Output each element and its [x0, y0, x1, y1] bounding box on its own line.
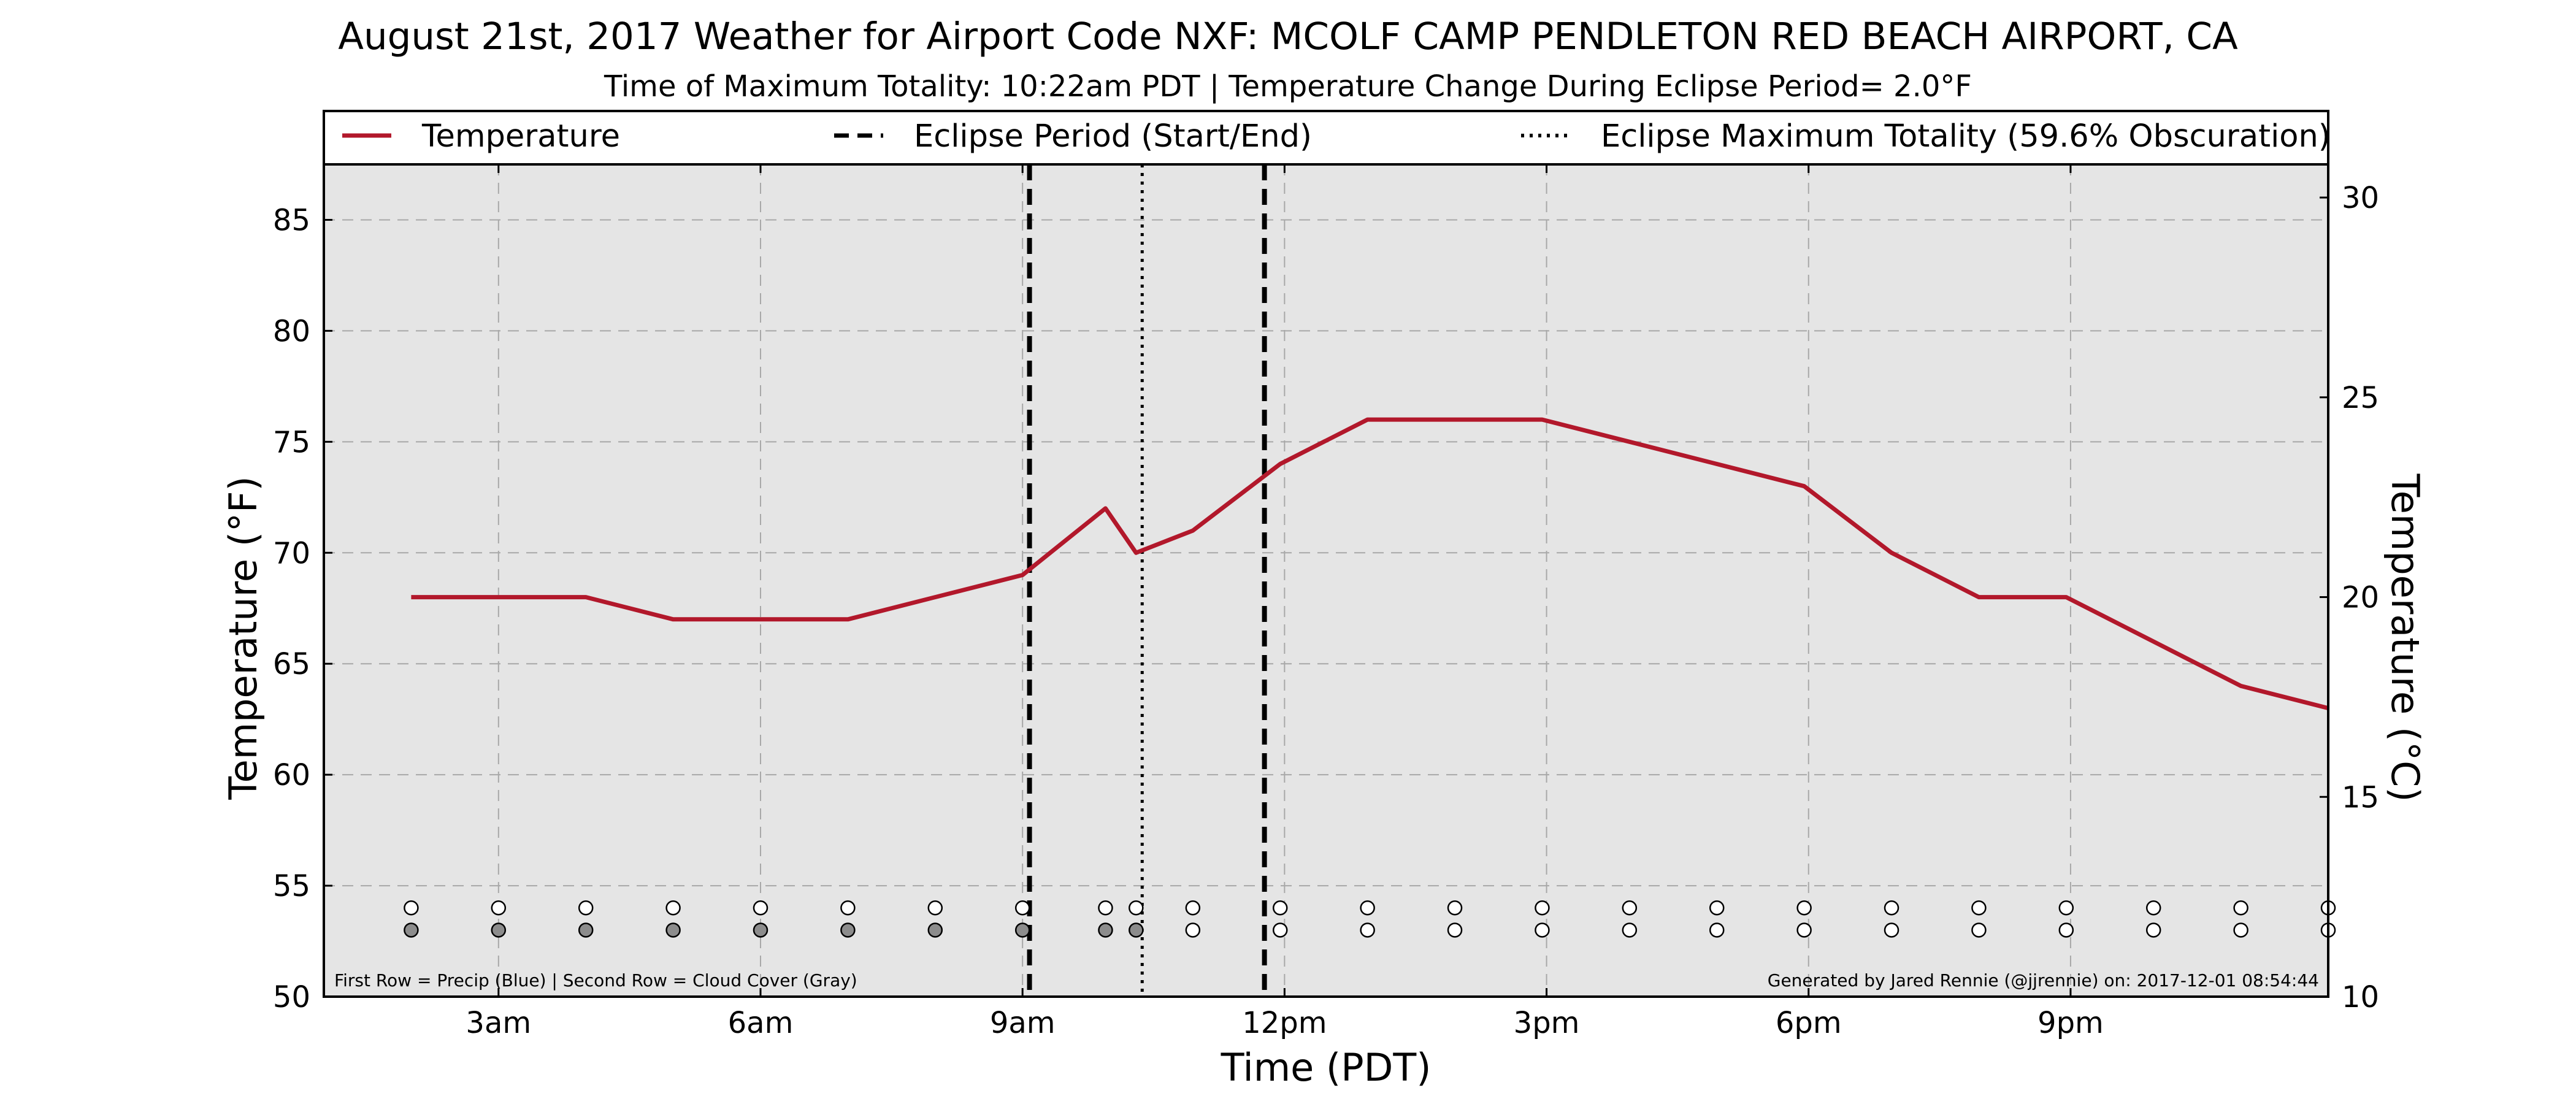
- y-axis-label-right: Temperature (°C): [2383, 473, 2428, 802]
- precip-marker: [1014, 900, 1030, 916]
- cloud-cover-marker: [840, 922, 856, 938]
- legend-box: [323, 110, 2329, 166]
- precip-marker: [927, 900, 943, 916]
- note-left: First Row = Precip (Blue) | Second Row =…: [334, 970, 857, 991]
- precip-marker: [1360, 900, 1375, 916]
- y-tick-label-left: 85: [273, 203, 310, 237]
- cloud-cover-marker: [1272, 922, 1288, 938]
- cloud-cover-marker: [665, 922, 681, 938]
- y-tick-label-left: 60: [273, 758, 310, 792]
- precip-marker: [1098, 900, 1113, 916]
- precip-marker: [1796, 900, 1812, 916]
- x-tick-label: 6am: [728, 1006, 794, 1040]
- temperature-series: [411, 417, 2329, 710]
- y-tick-label-right: 10: [2342, 980, 2379, 1014]
- temperature-line: [411, 417, 2329, 710]
- eclipse-lines: [1027, 164, 1267, 997]
- cloud-cover-marker: [491, 922, 507, 938]
- cloud-cover-marker: [404, 922, 419, 938]
- precip-marker: [753, 900, 769, 916]
- cloud-cover-marker: [578, 922, 594, 938]
- x-tick-label: 3am: [466, 1006, 531, 1040]
- cloud-cover-marker: [927, 922, 943, 938]
- axis-ticks: 3am 6am 9am 12pm 3pm 6pm 9pm 50 55 60 65 70 75 80 85 10…: [273, 164, 2379, 1040]
- precip-marker: [840, 900, 856, 916]
- x-axis-label: Time (PDT): [1221, 1045, 1432, 1090]
- y-tick-label-left: 75: [273, 425, 310, 459]
- y-tick-label-right: 30: [2342, 181, 2379, 215]
- cloud-cover-marker: [1535, 922, 1550, 938]
- precip-marker: [1129, 900, 1144, 916]
- precip-marker: [1971, 900, 1987, 916]
- observation-markers: [404, 900, 2336, 938]
- chart-subtitle: Time of Maximum Totality: 10:22am PDT | …: [604, 69, 1972, 104]
- plot-area: [324, 164, 2328, 997]
- x-tick-label: 9pm: [2037, 1006, 2104, 1040]
- y-tick-label-left: 70: [273, 536, 310, 570]
- y-tick-label-left: 50: [273, 980, 310, 1014]
- cloud-cover-marker: [1709, 922, 1725, 938]
- precip-marker: [2233, 900, 2248, 916]
- legend-label-eclipse-max: Eclipse Maximum Totality (59.6% Obscurat…: [1601, 118, 2331, 155]
- y-tick-label-left: 80: [273, 314, 310, 348]
- cloud-cover-marker: [1884, 922, 1899, 938]
- y-axis-label-left: Temperature (°F): [221, 476, 266, 800]
- cloud-cover-marker: [1129, 922, 1144, 938]
- y-tick-label-left: 55: [273, 869, 310, 903]
- cloud-cover-marker: [2058, 922, 2074, 938]
- y-tick-label-right: 15: [2342, 780, 2379, 815]
- x-tick-label: 3pm: [1514, 1006, 1580, 1040]
- x-tick-label: 6pm: [1776, 1006, 1842, 1040]
- precip-marker: [1447, 900, 1463, 916]
- precip-marker: [491, 900, 507, 916]
- cloud-cover-marker: [2145, 922, 2161, 938]
- note-right: Generated by Jared Rennie (@jjrennie) on…: [1768, 970, 2319, 991]
- precip-marker: [1185, 900, 1201, 916]
- legend-label-eclipse-period: Eclipse Period (Start/End): [914, 118, 1312, 155]
- precip-marker: [2145, 900, 2161, 916]
- legend-label-temperature: Temperature: [421, 118, 620, 155]
- precip-marker: [1622, 900, 1638, 916]
- cloud-cover-marker: [1447, 922, 1463, 938]
- cloud-cover-marker: [753, 922, 769, 938]
- y-tick-label-left: 65: [273, 647, 310, 681]
- x-tick-label: 12pm: [1242, 1006, 1327, 1040]
- cloud-cover-marker: [1185, 922, 1201, 938]
- precip-marker: [1272, 900, 1288, 916]
- cloud-cover-marker: [1796, 922, 1812, 938]
- cloud-cover-marker: [1360, 922, 1375, 938]
- cloud-cover-marker: [1971, 922, 1987, 938]
- precip-marker: [578, 900, 594, 916]
- precip-marker: [665, 900, 681, 916]
- y-tick-label-right: 20: [2342, 581, 2379, 615]
- chart-title: August 21st, 2017 Weather for Airport Co…: [338, 15, 2238, 58]
- cloud-cover-marker: [1014, 922, 1030, 938]
- precip-marker: [2058, 900, 2074, 916]
- cloud-cover-marker: [1098, 922, 1113, 938]
- precip-marker: [1884, 900, 1899, 916]
- cloud-cover-marker: [2233, 922, 2248, 938]
- precip-marker: [1535, 900, 1550, 916]
- x-tick-label: 9am: [990, 1006, 1056, 1040]
- y-tick-label-right: 25: [2342, 381, 2379, 415]
- cloud-cover-marker: [1622, 922, 1638, 938]
- precip-marker: [1709, 900, 1725, 916]
- precip-marker: [404, 900, 419, 916]
